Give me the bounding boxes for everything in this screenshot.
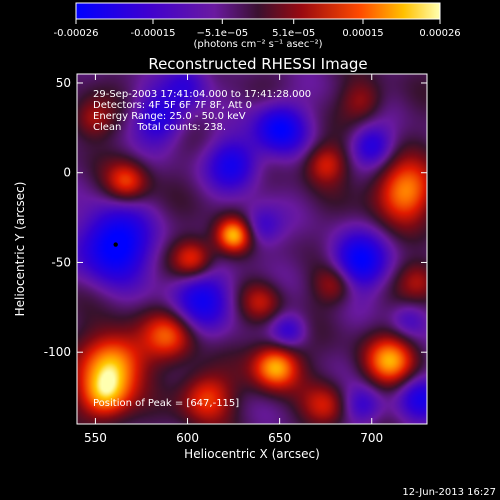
heatmap-image: [77, 74, 427, 424]
plot-frame: [76, 73, 428, 425]
y-tick-label: -50: [51, 255, 71, 269]
x-tick-label: 700: [360, 431, 383, 445]
y-tick-label: -100: [44, 345, 71, 359]
colorbar-tick-label: -0.00015: [131, 28, 176, 39]
y-axis-label: Heliocentric Y (arcsec): [13, 182, 27, 317]
annotation-time-range: 29-Sep-2003 17:41:04.000 to 17:41:28.000: [93, 89, 311, 100]
y-tick-label: 0: [63, 166, 71, 180]
x-axis-ticks: 550 600 650 700: [84, 74, 383, 445]
colorbar-gradient: [75, 2, 441, 20]
colorbar-tick-label: 0.00026: [419, 28, 460, 39]
colorbar-tick-label: -0.00026: [54, 28, 99, 39]
chart-title: Reconstructed RHESSI Image: [148, 55, 367, 73]
annotation-detectors: Detectors: 4F 5F 6F 7F 8F, Att 0: [93, 100, 252, 111]
colorbar: -0.00026 -0.00015 −5.1e−05 5.1e−05 0.00015 0.…: [54, 2, 461, 50]
peak-marker: [113, 242, 118, 247]
y-tick-label: 50: [56, 76, 71, 90]
y-axis-ticks: 50 0 -50 -100: [44, 76, 427, 359]
annotation-energy-range: Energy Range: 25.0 - 50.0 keV: [93, 111, 246, 122]
annotation-clean-counts: Clean Total counts: 238.: [93, 122, 226, 133]
colorbar-tick-label: 5.1e−05: [272, 28, 315, 39]
x-axis-label: Heliocentric X (arcsec): [184, 447, 320, 461]
colorbar-tick-label: −5.1e−05: [197, 28, 249, 39]
colorbar-tick-label: 0.00015: [342, 28, 383, 39]
colorbar-ticks: -0.00026 -0.00015 −5.1e−05 5.1e−05 0.00015 0.…: [54, 19, 461, 39]
colorbar-unit-label: (photons cm⁻² s⁻¹ asec⁻²): [193, 39, 322, 50]
x-tick-label: 600: [176, 431, 199, 445]
footer-timestamp: 12-Jun-2013 16:27: [402, 487, 496, 498]
peak-position-label: Position of Peak = [647,-115]: [93, 398, 239, 409]
x-tick-label: 550: [84, 431, 107, 445]
x-tick-label: 650: [268, 431, 291, 445]
